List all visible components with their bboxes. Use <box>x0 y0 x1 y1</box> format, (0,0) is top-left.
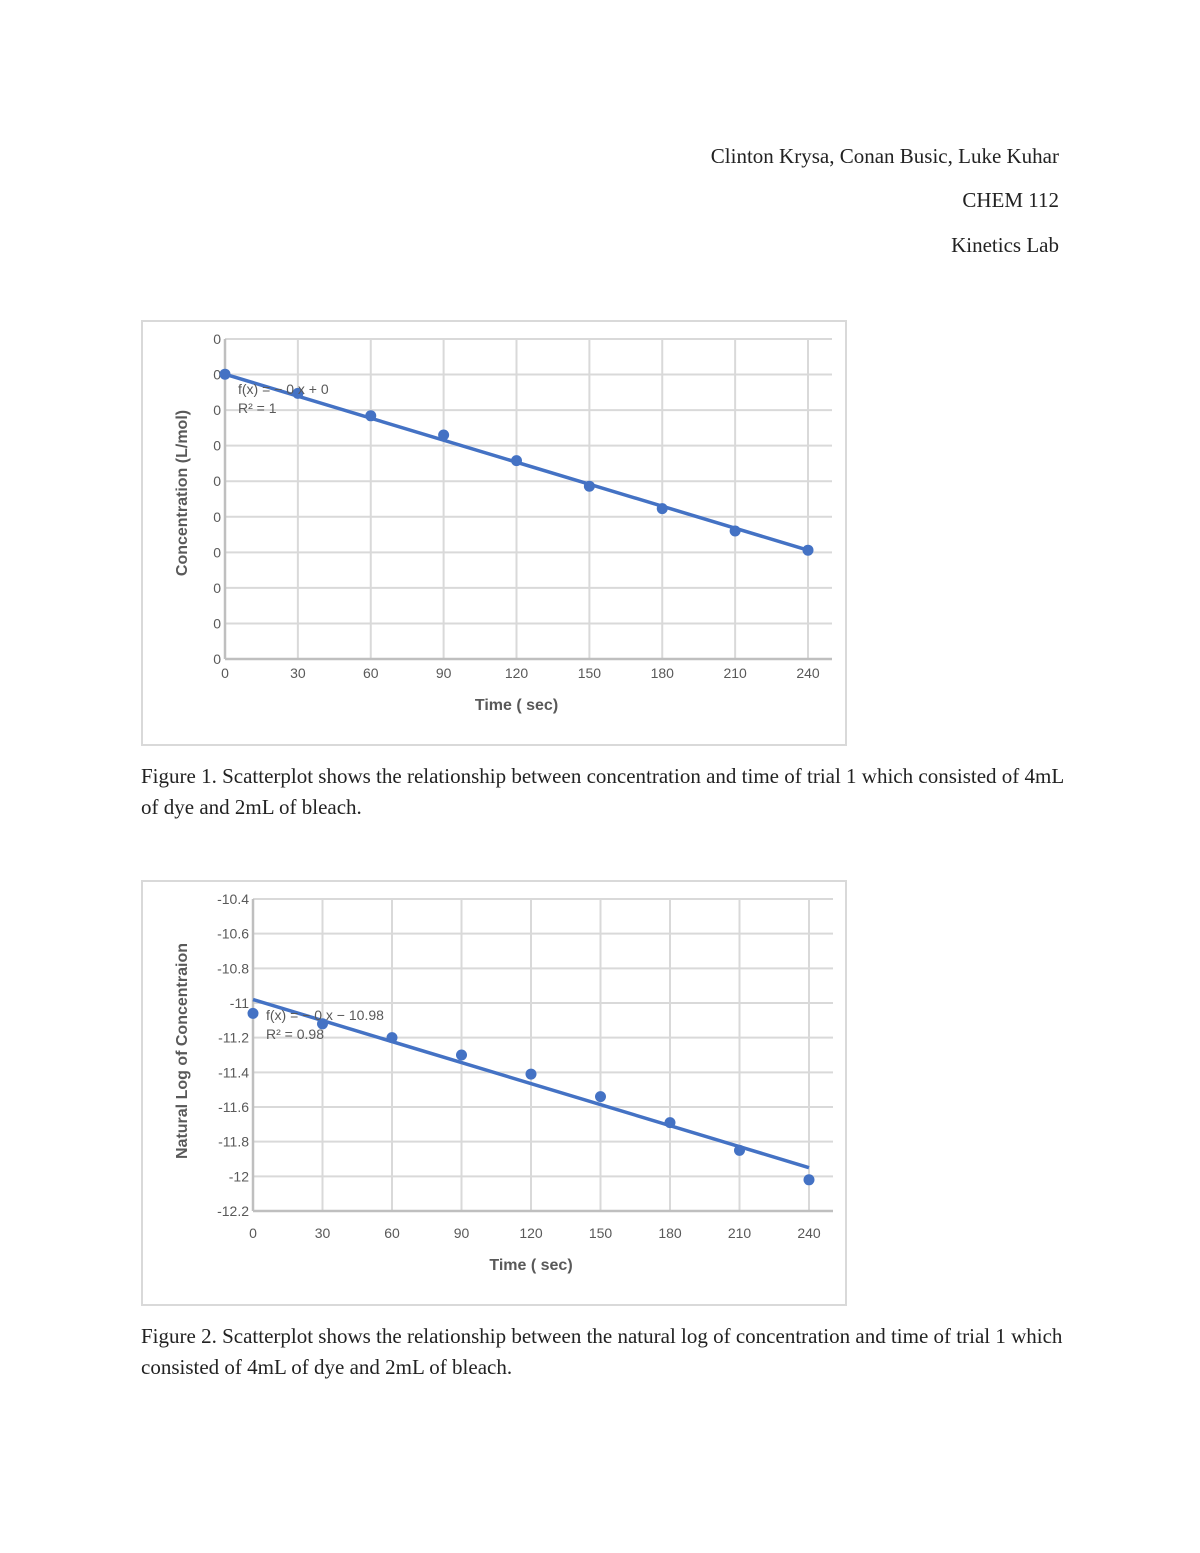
data-point <box>583 480 595 492</box>
data-point <box>511 455 522 467</box>
x-tick-label: 90 <box>436 665 452 681</box>
data-point <box>386 1032 398 1044</box>
data-point <box>219 368 231 380</box>
data-point <box>365 410 377 422</box>
data-point <box>734 1144 745 1156</box>
y-tick-label: -11.6 <box>218 1099 249 1115</box>
y-tick-label: -10.8 <box>217 960 249 976</box>
data-point <box>656 503 668 515</box>
y-tick-label: 0 <box>213 402 221 418</box>
y-tick-label: 0 <box>213 651 221 667</box>
x-tick-label: 30 <box>290 665 306 681</box>
x-tick-label: 60 <box>363 665 379 681</box>
x-tick-label: 0 <box>249 1225 257 1241</box>
data-point <box>456 1049 467 1061</box>
figure-2-chart: -10.4 -10.6 -10.8 -11 -11.2 -11.4 -11.6 -11.8 -1… <box>141 880 847 1306</box>
data-point <box>803 1174 815 1186</box>
y-tick-label: -12.2 <box>217 1203 249 1219</box>
r-squared-label: R² = 1 <box>238 400 277 416</box>
ln-concentration-scatterplot: -10.4 -10.6 -10.8 -11 -11.2 -11.4 -11.6 -11.8 -1… <box>174 891 833 1274</box>
y-tick-label: 0 <box>213 615 221 631</box>
trendline-equation: f(x) = − 0 x − 10.98 <box>266 1007 384 1023</box>
x-tick-label: 210 <box>728 1225 752 1241</box>
x-tick-label: 30 <box>315 1225 331 1241</box>
x-tick-label: 240 <box>796 665 820 681</box>
figure-2-caption: Figure 2. Scatterplot shows the relation… <box>141 1324 1063 1379</box>
x-tick-label: 150 <box>578 665 602 681</box>
y-axis-title: Concentration (L/mol) <box>174 410 191 576</box>
x-tick-label: 120 <box>519 1225 543 1241</box>
figure-1-chart: 0 0 0 0 0 0 0 0 0 0 0 30 60 90 120 150 180 210 240 f(x) = −… <box>141 320 847 746</box>
y-tick-label: 0 <box>213 367 221 383</box>
x-tick-label: 150 <box>589 1225 613 1241</box>
y-tick-label: -11.8 <box>218 1134 249 1150</box>
data-point <box>802 544 814 556</box>
x-tick-label: 60 <box>384 1225 400 1241</box>
figure-1-caption: Figure 1. Scatterplot shows the relation… <box>141 764 1064 819</box>
x-tick-label: 240 <box>797 1225 821 1241</box>
y-tick-label: -11.4 <box>218 1064 249 1080</box>
lab-title: Kinetics Lab <box>951 233 1059 257</box>
y-tick-label: -11.2 <box>218 1030 249 1046</box>
y-tick-label: 0 <box>213 580 221 596</box>
data-point <box>729 525 741 537</box>
y-tick-label: -11 <box>230 995 249 1011</box>
y-tick-label: -10.4 <box>217 891 249 907</box>
x-tick-label: 180 <box>651 665 675 681</box>
data-point <box>525 1068 537 1080</box>
authors: Clinton Krysa, Conan Busic, Luke Kuhar <box>710 144 1059 168</box>
r-squared-label: R² = 0.98 <box>266 1026 324 1042</box>
course-name: CHEM 112 <box>962 188 1059 212</box>
x-tick-label: 0 <box>221 665 229 681</box>
y-tick-label: 0 <box>213 509 221 525</box>
y-tick-label: -10.6 <box>217 926 249 942</box>
y-tick-label: 0 <box>213 331 221 347</box>
y-tick-label: -12 <box>229 1168 249 1184</box>
trendline <box>252 997 810 1170</box>
trendline-equation: f(x) = − 0 x + 0 <box>238 381 329 397</box>
data-point <box>317 1018 328 1030</box>
x-axis-title: Time ( sec) <box>489 1257 572 1274</box>
x-tick-label: 180 <box>658 1225 682 1241</box>
data-point <box>595 1091 606 1103</box>
x-tick-label: 120 <box>505 665 529 681</box>
y-axis-title: Natural Log of Concentraion <box>174 943 191 1159</box>
y-tick-label: 0 <box>213 473 221 489</box>
data-point <box>438 429 450 441</box>
data-point <box>664 1117 676 1129</box>
x-axis-title: Time ( sec) <box>475 697 558 714</box>
x-tick-label: 210 <box>723 665 747 681</box>
data-point <box>292 387 304 399</box>
data-point <box>247 1007 259 1019</box>
y-tick-label: 0 <box>213 438 221 454</box>
x-tick-label: 90 <box>454 1225 470 1241</box>
y-tick-label: 0 <box>213 544 221 560</box>
